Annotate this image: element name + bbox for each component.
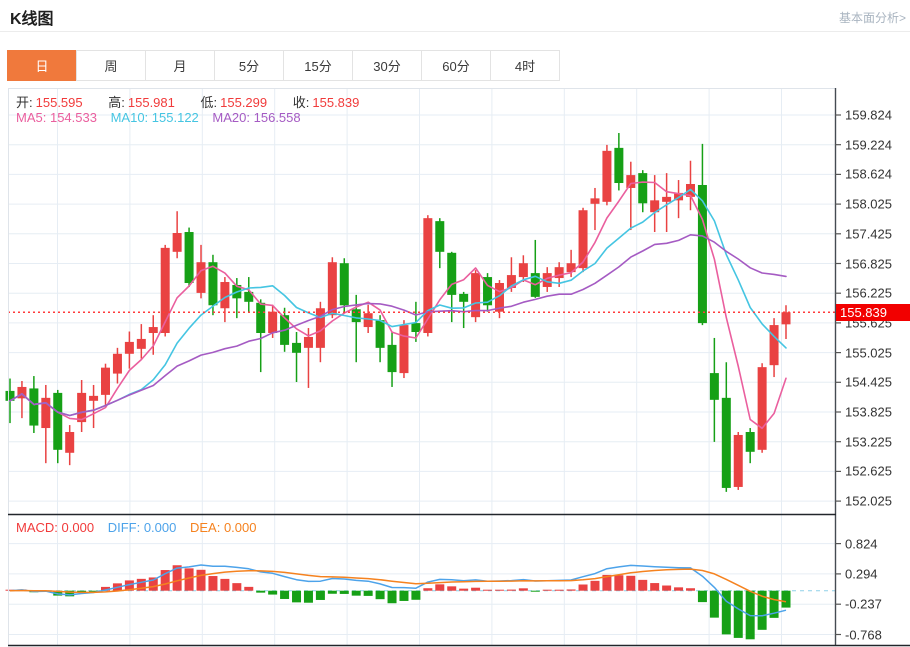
macd-legend: MACD: 0.000 DIFF: 0.000 DEA: 0.000 [16, 520, 267, 535]
y-tick-label: 153.225 [845, 434, 892, 450]
close-readout: 收: 155.839 [292, 95, 360, 110]
ma-legend: MA5: 154.533 MA10: 155.122 MA20: 156.558 [16, 110, 311, 125]
y-tick-label: 152.625 [845, 463, 892, 479]
y-tick-label: 158.025 [845, 196, 892, 212]
ohlc-legend: 开: 155.595 高: 155.981 低: 155.299 收: 155.839 [16, 92, 381, 111]
tab-日[interactable]: 日 [7, 50, 77, 81]
interval-tab-bar: 日周月 5分 15分 30分 60分 4时 [7, 50, 560, 81]
y-tick-label: 156.225 [845, 285, 892, 301]
ma5-readout: MA5: 154.533 [16, 110, 97, 125]
y-tick-label: 157.425 [845, 226, 892, 242]
y-tick-label: 152.025 [845, 493, 892, 509]
ma20-readout: MA20: 156.558 [212, 110, 301, 125]
y-tick-label: 159.824 [845, 107, 892, 123]
tab-30分[interactable]: 30分 [352, 50, 422, 81]
tab-4时[interactable]: 4时 [490, 50, 560, 81]
low-readout: 低: 155.299 [200, 95, 268, 110]
page-title: K线图 [10, 11, 54, 28]
tab-月[interactable]: 月 [145, 50, 215, 81]
open-readout: 开: 155.595 [16, 95, 83, 110]
macd-readout: MACD: 0.000 [16, 520, 95, 535]
tab-60分[interactable]: 60分 [421, 50, 491, 81]
y-tick-label: 153.825 [845, 404, 892, 420]
tab-周[interactable]: 周 [76, 50, 146, 81]
y-tick-label: 158.624 [845, 166, 892, 182]
y-tick-label: -0.237 [845, 596, 882, 612]
diff-readout: DIFF: 0.000 [107, 520, 177, 535]
tab-5分[interactable]: 5分 [214, 50, 284, 81]
y-tick-label: 0.294 [845, 566, 878, 582]
y-tick-label: 159.224 [845, 137, 892, 153]
y-tick-label: -0.768 [845, 627, 882, 642]
header-divider [0, 31, 910, 32]
ma10-readout: MA10: 155.122 [110, 110, 199, 125]
current-price-badge: 155.839 [836, 303, 910, 321]
y-tick-label: 155.025 [845, 345, 892, 361]
dea-readout: DEA: 0.000 [189, 520, 257, 535]
high-readout: 高: 155.981 [108, 95, 175, 110]
tab-15分[interactable]: 15分 [283, 50, 353, 81]
y-tick-label: 156.825 [845, 256, 892, 271]
fundamental-analysis-link[interactable]: 基本面分析> [838, 11, 906, 25]
y-tick-label: 154.425 [845, 374, 892, 390]
y-tick-label: 0.824 [845, 536, 878, 552]
